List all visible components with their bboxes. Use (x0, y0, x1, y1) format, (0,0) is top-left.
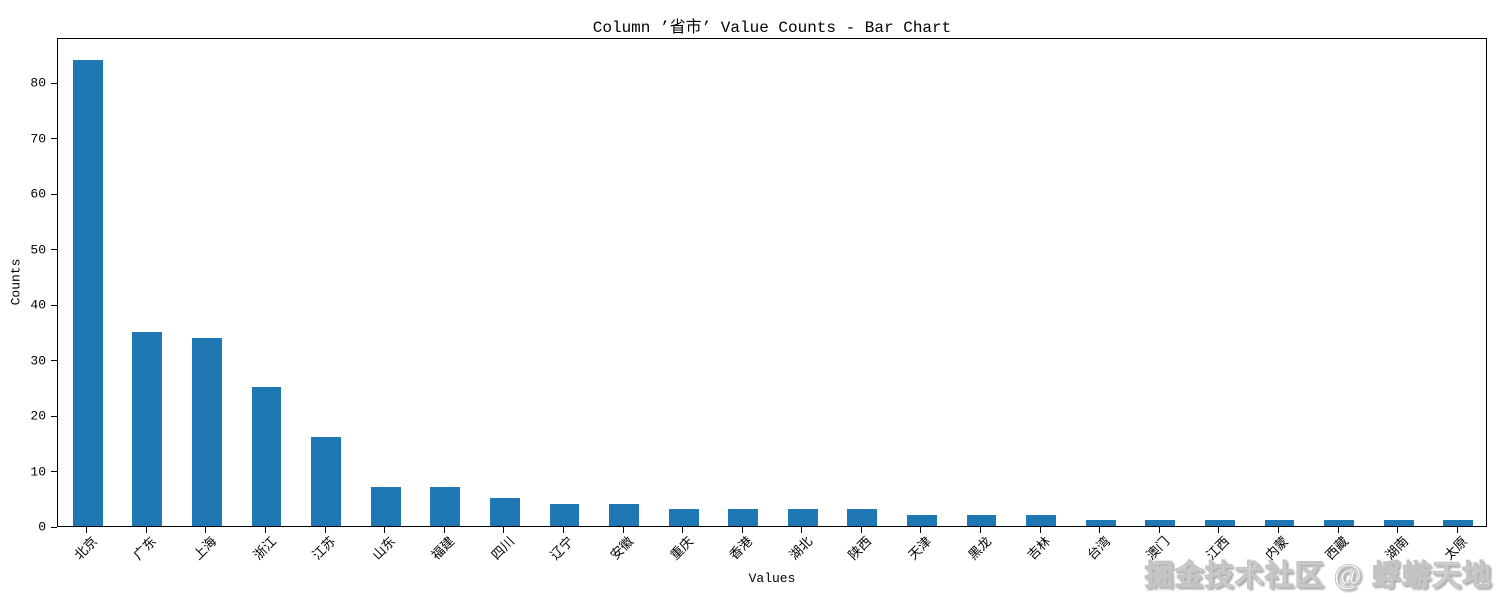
bar-内蒙 (1264, 520, 1295, 526)
y-tick-mark (51, 360, 57, 362)
x-tick-mark (86, 527, 88, 533)
x-tick-mark (682, 527, 684, 533)
x-tick-label-香港: 香港 (727, 534, 757, 564)
y-tick-mark (51, 304, 57, 306)
y-tick-label: 40 (30, 297, 46, 313)
y-tick-label: 70 (30, 131, 46, 147)
bar-江苏 (311, 437, 341, 526)
x-tick-label-福建: 福建 (429, 534, 459, 564)
bar-广东 (132, 331, 163, 526)
x-tick-mark (1277, 527, 1279, 533)
bar-西藏 (1324, 520, 1354, 526)
bar-重庆 (668, 509, 699, 526)
y-tick-label: 30 (30, 353, 46, 369)
watermark: 掘金技术社区 @ 蜉蝣天地 (1144, 560, 1492, 593)
x-tick-label-吉林: 吉林 (1025, 534, 1055, 564)
x-tick-mark (324, 527, 326, 533)
y-tick-mark (51, 82, 57, 84)
x-tick-label-广东: 广东 (131, 534, 161, 564)
x-tick-mark (265, 527, 267, 533)
x-tick-mark (980, 527, 982, 533)
x-tick-mark (1397, 527, 1399, 533)
x-tick-mark (741, 527, 743, 533)
x-tick-mark (145, 527, 147, 533)
x-tick-label-山东: 山东 (369, 534, 399, 564)
x-tick-label-上海: 上海 (190, 534, 220, 564)
y-tick-mark (51, 193, 57, 195)
y-tick-label: 0 (38, 519, 46, 535)
x-tick-label-四川: 四川 (488, 534, 518, 564)
x-tick-label-辽宁: 辽宁 (548, 534, 578, 564)
bar-澳门 (1145, 520, 1176, 526)
x-tick-mark (1218, 527, 1220, 533)
bar-四川 (489, 498, 520, 526)
x-tick-mark (622, 527, 624, 533)
bar-江西 (1204, 520, 1235, 526)
x-tick-label-台湾: 台湾 (1084, 534, 1114, 564)
bar-湖北 (787, 509, 818, 526)
y-tick-mark (51, 249, 57, 251)
bar-浙江 (251, 387, 282, 526)
bar-香港 (728, 509, 759, 526)
x-tick-label-陕西: 陕西 (846, 534, 876, 564)
bar-安徽 (609, 503, 639, 526)
x-tick-label-天津: 天津 (905, 534, 935, 564)
y-tick-label: 20 (30, 408, 46, 424)
x-tick-mark (801, 527, 803, 533)
x-tick-mark (860, 527, 862, 533)
x-tick-mark (1158, 527, 1160, 533)
x-tick-mark (1099, 527, 1101, 533)
bar-福建 (430, 487, 461, 526)
bar-上海 (192, 337, 222, 526)
x-axis-label: Values (748, 571, 796, 586)
y-tick-label: 50 (30, 242, 46, 258)
bar-太原 (1443, 520, 1474, 526)
bar-湖南 (1383, 520, 1414, 526)
x-tick-mark (562, 527, 564, 533)
y-tick-mark (51, 471, 57, 473)
plot-area (57, 38, 1487, 527)
x-tick-label-浙江: 浙江 (250, 534, 280, 564)
x-tick-mark (443, 527, 445, 533)
y-tick-label: 80 (30, 75, 46, 91)
x-tick-label-黑龙: 黑龙 (965, 534, 995, 564)
bar-黑龙 (966, 514, 997, 526)
x-tick-label-重庆: 重庆 (667, 534, 697, 564)
x-tick-label-北京: 北京 (71, 534, 101, 564)
bar-台湾 (1085, 520, 1116, 526)
y-tick-mark (51, 415, 57, 417)
x-tick-mark (503, 527, 505, 533)
x-tick-label-安徽: 安徽 (607, 534, 637, 564)
y-tick-mark (51, 526, 57, 528)
bar-山东 (370, 487, 401, 526)
x-tick-mark (1337, 527, 1339, 533)
x-tick-label-江苏: 江苏 (310, 534, 340, 564)
x-tick-mark (384, 527, 386, 533)
x-tick-mark (920, 527, 922, 533)
x-tick-mark (1456, 527, 1458, 533)
x-tick-mark (1039, 527, 1041, 533)
y-tick-mark (51, 138, 57, 140)
bar-陕西 (847, 509, 878, 526)
chart-title: Column ’省市’ Value Counts - Bar Chart (592, 19, 952, 37)
bar-辽宁 (549, 503, 580, 526)
x-tick-mark (205, 527, 207, 533)
bar-吉林 (1026, 514, 1056, 526)
x-tick-label-湖北: 湖北 (786, 534, 816, 564)
bar-北京 (72, 60, 103, 526)
y-tick-label: 10 (30, 464, 46, 480)
y-tick-label: 60 (30, 186, 46, 202)
bar-天津 (907, 514, 937, 526)
